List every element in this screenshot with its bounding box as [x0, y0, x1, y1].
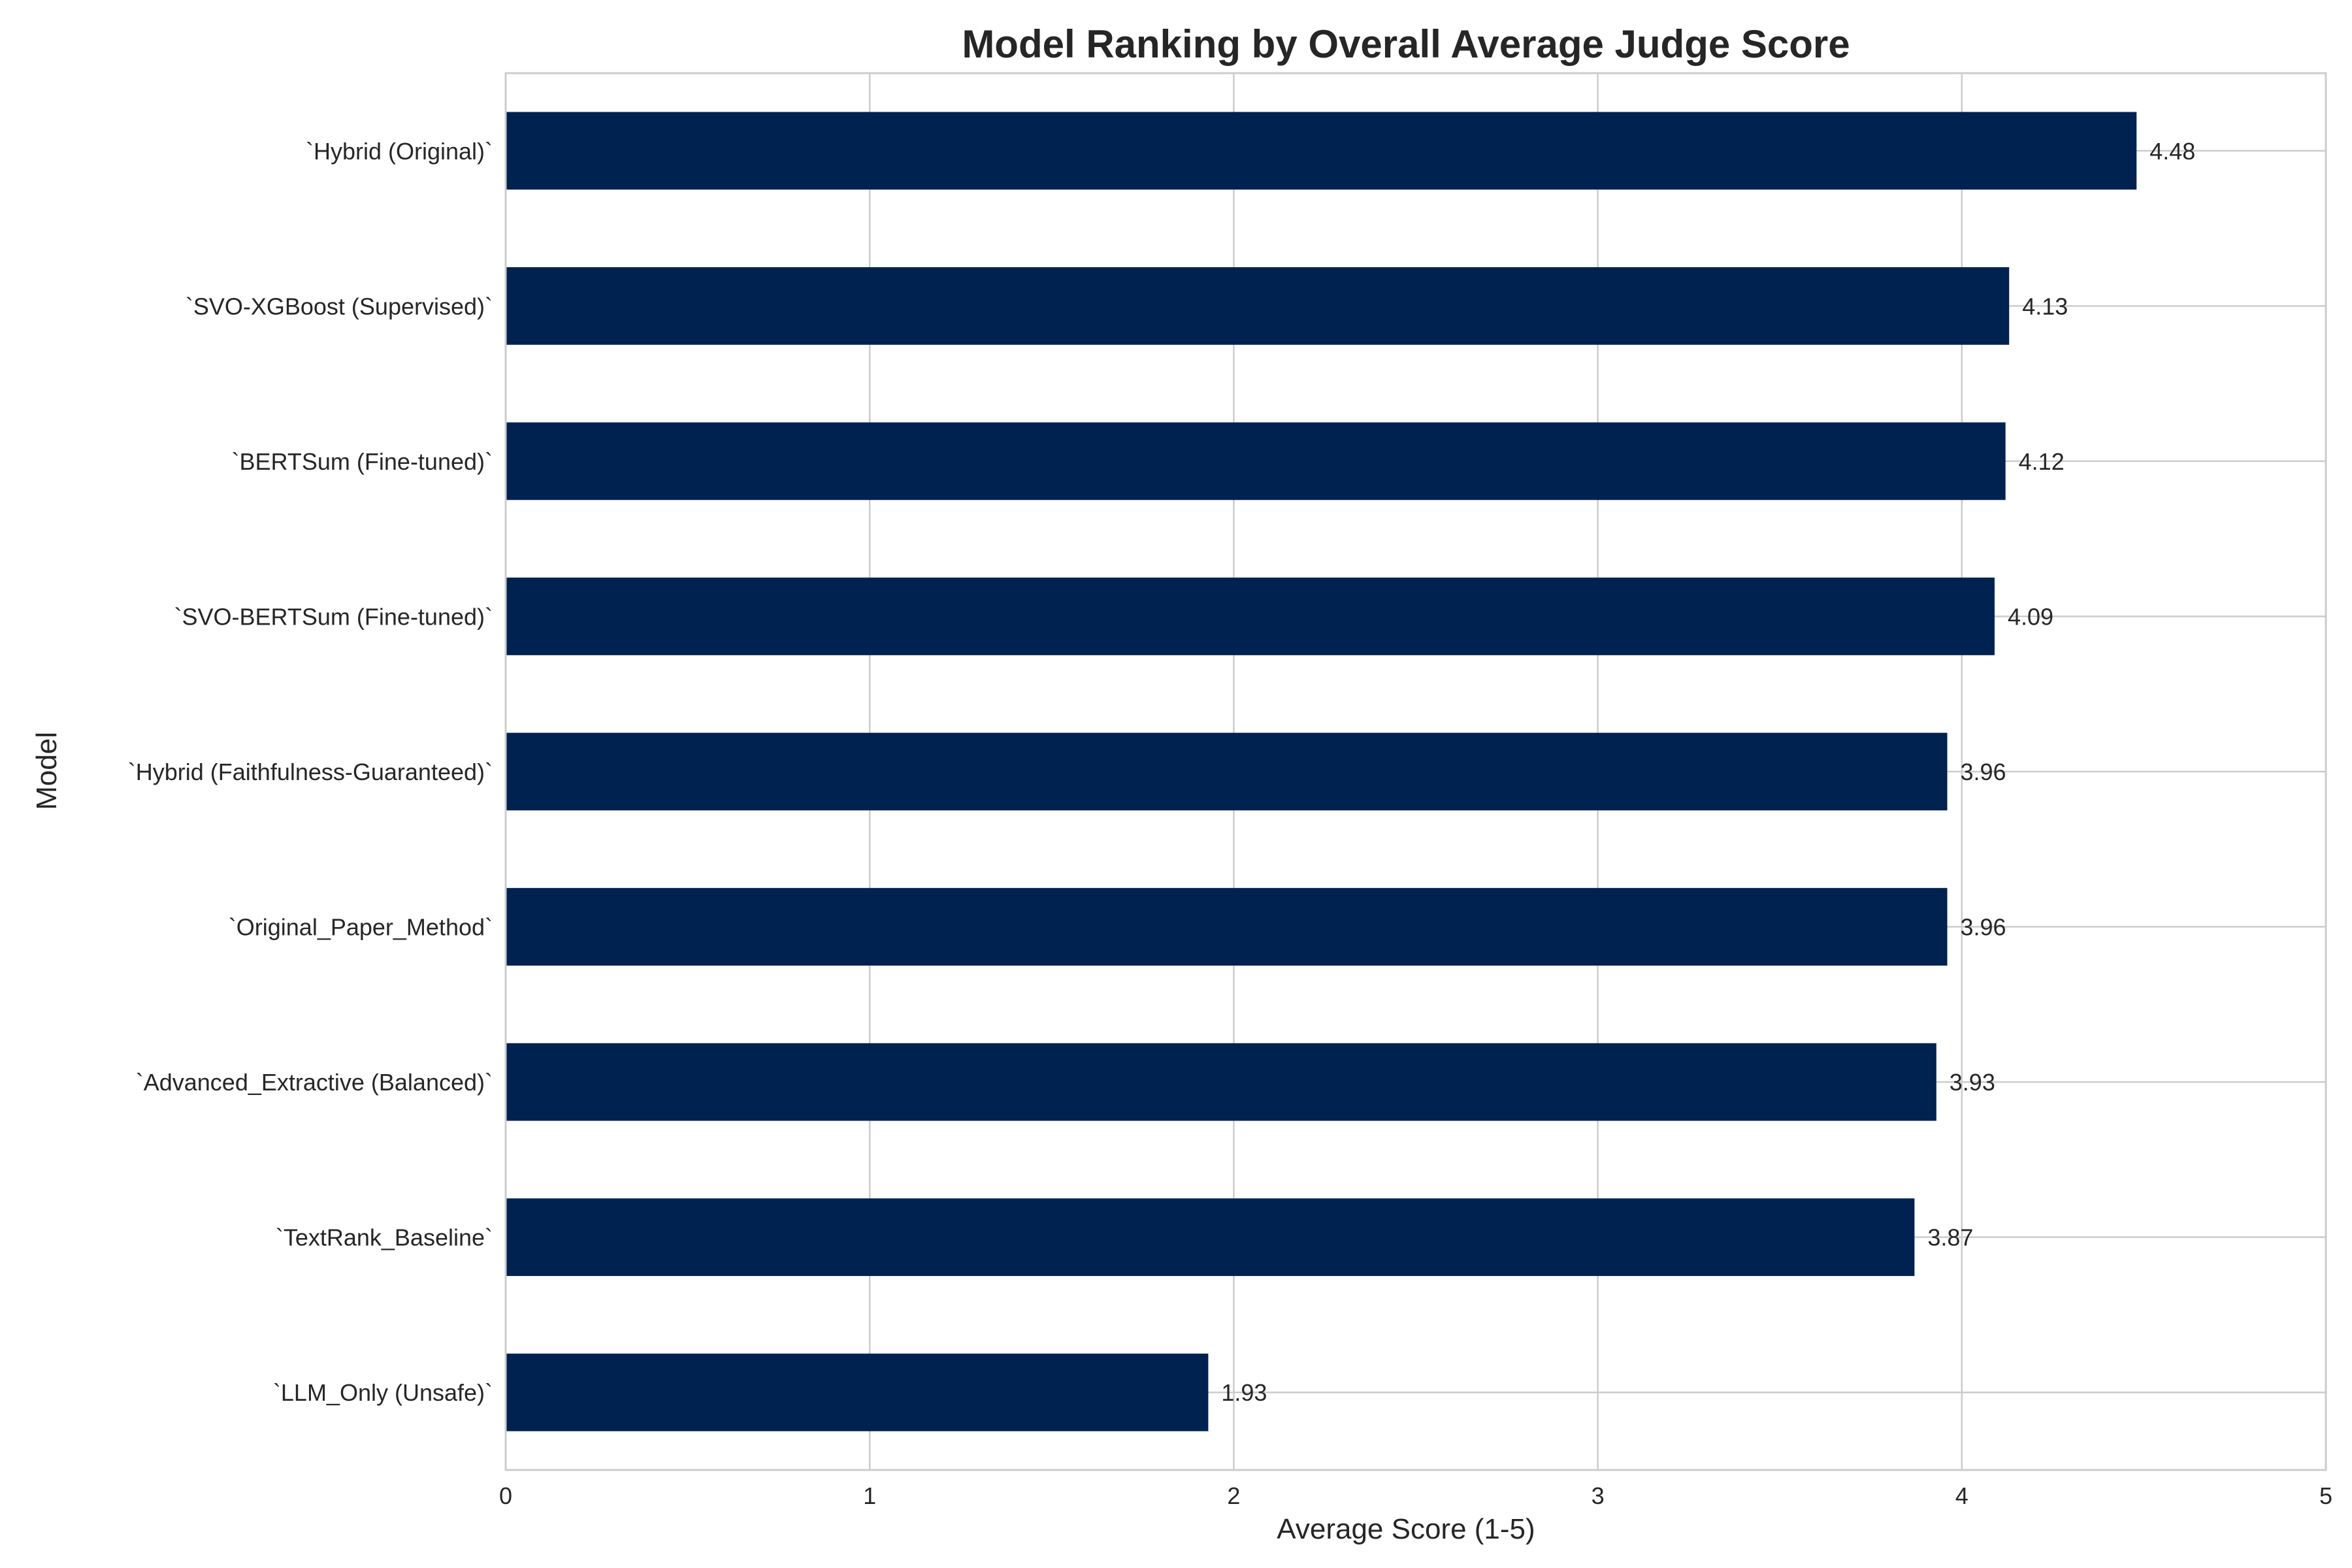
data-label: 4.13 — [2022, 293, 2068, 319]
y-tick-label: `TextRank_Baseline` — [276, 1224, 493, 1251]
data-label: 3.87 — [1927, 1224, 1973, 1251]
data-label: 4.12 — [2019, 448, 2065, 475]
x-tick-label: 5 — [2319, 1482, 2332, 1509]
bar — [506, 267, 2010, 345]
x-axis-label: Average Score (1-5) — [1277, 1513, 1535, 1545]
x-tick-label: 1 — [863, 1482, 876, 1509]
y-tick-label: `Hybrid (Original)` — [306, 138, 493, 165]
data-label: 3.93 — [1950, 1069, 1995, 1096]
chart-title: Model Ranking by Overall Average Judge S… — [962, 22, 1850, 66]
y-tick-label: `BERTSum (Fine-tuned)` — [232, 448, 493, 475]
data-label: 4.09 — [2008, 603, 2053, 630]
bar — [506, 578, 1995, 655]
data-label: 4.48 — [2149, 138, 2195, 165]
x-tick-label: 2 — [1227, 1482, 1240, 1509]
x-tick-label: 4 — [1955, 1482, 1968, 1509]
plot-border — [504, 72, 2327, 1471]
y-axis-label: Model — [31, 732, 63, 810]
y-tick-label: `Advanced_Extractive (Balanced)` — [136, 1069, 493, 1096]
y-tick-label: `SVO-XGBoost (Supervised)` — [186, 293, 493, 319]
y-tick-label: `Hybrid (Faithfulness-Guaranteed)` — [128, 759, 493, 785]
x-tick-label: 3 — [1592, 1482, 1605, 1509]
bar — [506, 422, 2006, 500]
bar — [506, 1198, 1915, 1277]
y-tick-label: `LLM_Only (Unsafe)` — [273, 1379, 493, 1406]
plot-frame — [504, 72, 2327, 1471]
bar — [506, 888, 1948, 966]
bar — [506, 1353, 1209, 1431]
x-tick-label: 0 — [499, 1482, 512, 1509]
bar — [506, 1043, 1936, 1121]
data-label: 1.93 — [1221, 1379, 1267, 1406]
data-label: 3.96 — [1961, 759, 2006, 785]
tick-labels: 0 1 2 3 4 5 `Hybrid (Original)` `SVO-XGBoost (S… — [128, 138, 2332, 1509]
value-labels: 4.48 4.13 4.12 4.09 3.96 3.96 3.93 3.87 1.93 — [1221, 138, 2195, 1406]
data-label: 3.96 — [1961, 914, 2006, 941]
bar — [506, 732, 1948, 811]
y-tick-label: `SVO-BERTSum (Fine-tuned)` — [174, 603, 493, 630]
bars — [506, 112, 2137, 1431]
bar — [506, 112, 2137, 190]
y-tick-label: `Original_Paper_Method` — [229, 914, 493, 941]
